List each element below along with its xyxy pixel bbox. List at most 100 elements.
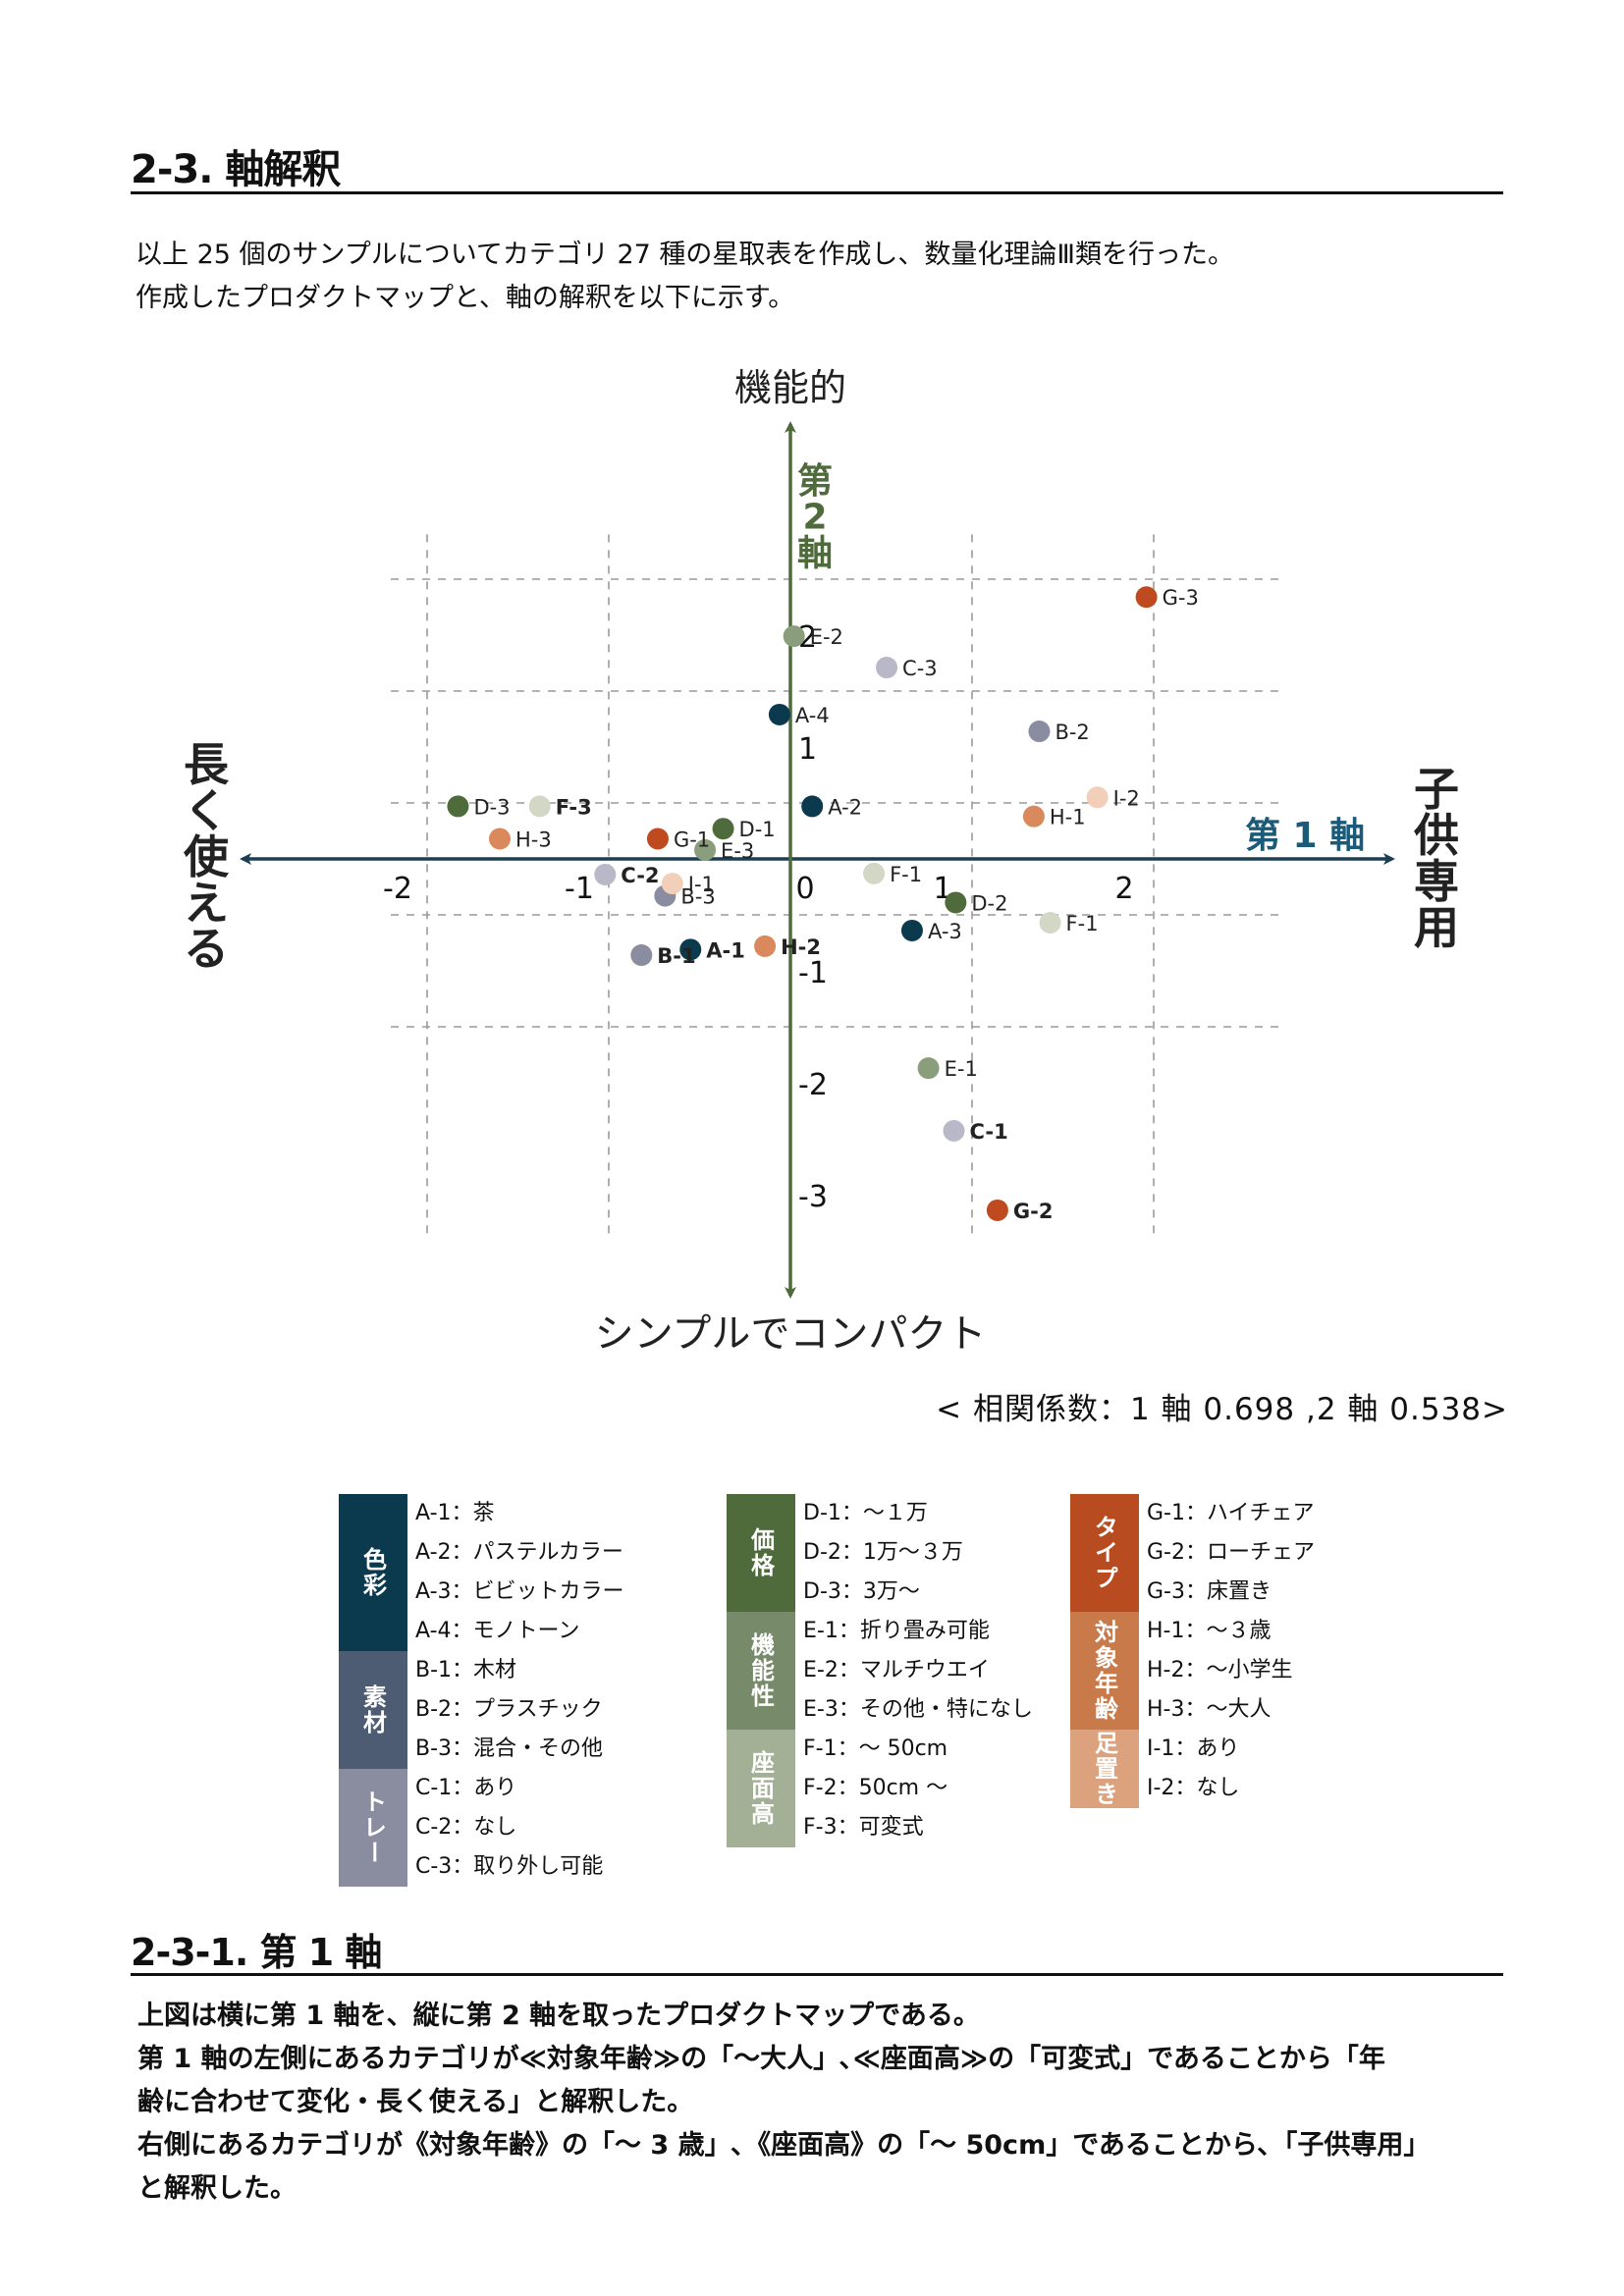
y-tick-label: -2: [798, 1068, 828, 1102]
data-label-e-3: E-3: [721, 839, 754, 863]
legend-items: F-1：～ 50cm F-2：50cm ～ F-3：可変式: [795, 1730, 947, 1847]
data-point-d-3: [447, 795, 469, 818]
section-title: 2-3. 軸解釈: [131, 147, 341, 192]
data-point-e-3: [694, 838, 717, 861]
legend-group: 足置き I-1：あり I-2：なし: [1070, 1730, 1315, 1808]
legend-group: トレー C-1：あり C-2：なし C-3：取り外し可能: [339, 1769, 624, 1887]
legend-group: タイプ G-1：ハイチェア G-2：ローチェア G-3：床置き: [1070, 1494, 1315, 1612]
data-label-c-3: C-3: [902, 657, 938, 680]
data-label-a-2: A-2: [828, 795, 862, 819]
data-point-h-2: [754, 934, 777, 957]
legend-item: E-1：折り畳み可能: [803, 1619, 990, 1643]
legend-item: A-3：ビビットカラー: [415, 1579, 624, 1604]
data-point-c-2: [594, 863, 617, 885]
legend-items: B-1：木材 B-2：プラスチック B-3：混合・その他: [407, 1651, 603, 1769]
data-point-g-2: [986, 1199, 1008, 1221]
legend-group-title: 機能性: [727, 1612, 795, 1730]
legend-item: H-1：～３歳: [1147, 1619, 1272, 1643]
data-point-f-3: [528, 795, 551, 818]
data-label-c-2: C-2: [621, 864, 659, 887]
legend-item: A-1：茶: [415, 1501, 495, 1525]
x-tick-label: -1: [565, 872, 594, 906]
legend-item: D-2：1万～３万: [803, 1540, 963, 1565]
legend-item: F-2：50cm ～: [803, 1776, 948, 1800]
data-label-a-4: A-4: [795, 704, 830, 727]
legend-item: E-2：マルチウエイ: [803, 1658, 990, 1682]
subsection-rule: [131, 1973, 1503, 1976]
correlation-text: < 相関係数：1 軸 0.698 ,2 軸 0.538>: [936, 1392, 1508, 1427]
body-line: 右側にあるカテゴリが《対象年齢》の「～ 3 歳」､《座面高》の「～ 50cm」で…: [137, 2130, 1431, 2161]
data-point-i-1: [661, 873, 683, 895]
data-label-h-3: H-3: [515, 828, 552, 851]
data-point-a-2: [801, 795, 824, 818]
data-label-g-3: G-3: [1163, 586, 1199, 610]
y-tick-label: -1: [798, 956, 828, 990]
body-line: 齢に合わせて変化・長く使える」と解釈した。: [137, 2087, 694, 2117]
legend-group: 価格 D-1：～１万 D-2：1万～３万 D-3：3万～: [727, 1494, 1033, 1612]
legend-group-title: トレー: [339, 1769, 407, 1887]
legend-item: B-2：プラスチック: [415, 1697, 603, 1722]
x-tick-label: 0: [795, 872, 814, 906]
data-label-d-1: D-1: [739, 818, 776, 841]
legend-items: E-1：折り畳み可能 E-2：マルチウエイ E-3：その他・特になし: [795, 1612, 1033, 1730]
legend-item: H-3：～大人: [1147, 1697, 1272, 1722]
data-point-d-2: [945, 891, 967, 914]
y-tick-label: 2: [798, 620, 817, 655]
legend-item: F-3：可変式: [803, 1815, 924, 1840]
body-line: 上図は横に第 1 軸を、縦に第 2 軸を取ったプロダクトマップである。: [137, 2001, 980, 2031]
legend-group: 座面高 F-1：～ 50cm F-2：50cm ～ F-3：可変式: [727, 1730, 1033, 1847]
data-label-a-3: A-3: [928, 920, 962, 943]
legend-items: D-1：～１万 D-2：1万～３万 D-3：3万～: [795, 1494, 963, 1612]
data-point-c-1: [943, 1120, 965, 1143]
subsection-body: 上図は横に第 1 軸を、縦に第 2 軸を取ったプロダクトマップである。 第 1 …: [137, 1995, 1512, 2211]
data-point-h-3: [489, 828, 511, 850]
data-point-d-1: [712, 818, 734, 840]
x-tick-label: 2: [1114, 872, 1133, 906]
data-label-i-2: I-2: [1113, 786, 1140, 810]
legend-item: C-2：なし: [415, 1815, 517, 1840]
data-label-e-1: E-1: [945, 1057, 978, 1081]
legend-item: I-2：なし: [1147, 1776, 1240, 1800]
data-point-i-2: [1086, 786, 1109, 809]
legend-item: I-1：あり: [1147, 1736, 1240, 1761]
data-label-a-1: A-1: [706, 938, 745, 962]
legend-group: 対象年齢 H-1：～３歳 H-2：～小学生 H-3：～大人: [1070, 1612, 1315, 1730]
intro-text: 以上 25 個のサンプルについてカテゴリ 27 種の星取表を作成し、数量化理論Ⅲ…: [135, 234, 1234, 320]
data-point-h-1: [1022, 805, 1045, 828]
data-label-d-3: D-3: [473, 795, 510, 819]
data-point-b-1: [630, 944, 653, 967]
data-point-g-1: [646, 828, 669, 850]
legend-item: G-1：ハイチェア: [1147, 1501, 1315, 1525]
data-point-b-2: [1028, 721, 1051, 743]
data-point-e-2: [783, 625, 805, 648]
data-label-g-1: G-1: [674, 828, 710, 851]
data-label-c-1: C-1: [970, 1120, 1008, 1144]
axis-label-top: 機能的: [734, 366, 846, 409]
data-label-f-1: F-1: [890, 863, 922, 886]
axis1-name: 第 1 軸: [1245, 816, 1365, 856]
body-line: 第 1 軸の左側にあるカテゴリが≪対象年齢≫の「～大人」､≪座面高≫の「可変式」…: [137, 2044, 1385, 2074]
intro-line: 以上 25 個のサンプルについてカテゴリ 27 種の星取表を作成し、数量化理論Ⅲ…: [135, 240, 1235, 270]
data-label-d-2: D-2: [971, 891, 1007, 915]
legend-group: 素材 B-1：木材 B-2：プラスチック B-3：混合・その他: [339, 1651, 624, 1769]
legend-group: 色彩 A-1：茶 A-2：パステルカラー A-3：ビビットカラー A-4：モノトーン: [339, 1494, 624, 1651]
legend-item: G-3：床置き: [1147, 1579, 1272, 1604]
axis-label-left: 長く使える: [184, 738, 230, 976]
data-point-a-4: [768, 703, 790, 725]
legend-group-title: 色彩: [339, 1494, 407, 1651]
legend-item: A-4：モノトーン: [415, 1619, 580, 1643]
legend-item: C-3：取り外し可能: [415, 1854, 604, 1879]
axis-label-right: 子供専用: [1414, 763, 1459, 954]
body-line: と解釈した。: [137, 2173, 297, 2204]
data-point-f-1: [1039, 911, 1061, 934]
legend-group-title: 足置き: [1070, 1730, 1139, 1808]
axis-label-bottom: シンプルでコンパクト: [595, 1311, 987, 1357]
legend-item: C-1：あり: [415, 1776, 517, 1800]
legend-column: 色彩 A-1：茶 A-2：パステルカラー A-3：ビビットカラー A-4：モノトーン 素材…: [339, 1494, 624, 1887]
data-label-b-1: B-1: [657, 944, 695, 968]
data-label-e-2: E-2: [810, 625, 843, 649]
data-point-a-1: [679, 938, 702, 961]
y-tick-label: 1: [798, 732, 817, 767]
data-label-b-2: B-2: [1055, 721, 1089, 744]
